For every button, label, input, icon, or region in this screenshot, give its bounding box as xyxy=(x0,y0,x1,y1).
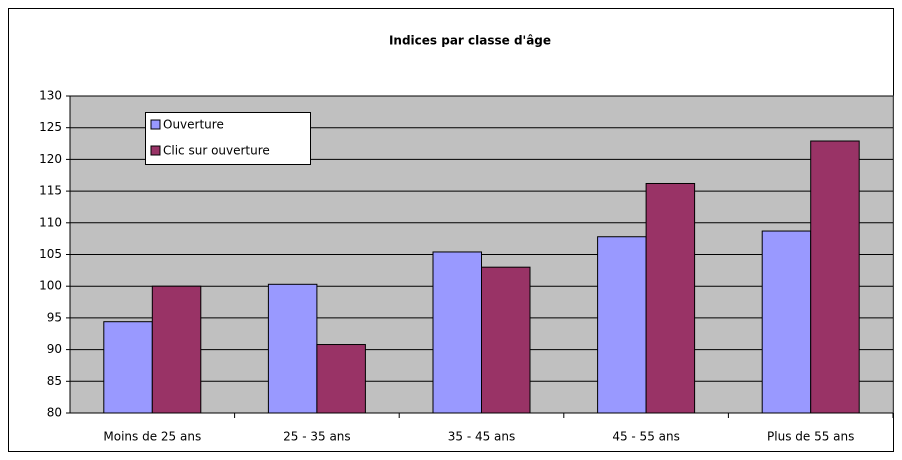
bar xyxy=(103,321,153,414)
bar xyxy=(432,251,482,414)
y-tick-label: 105 xyxy=(39,247,62,261)
bar xyxy=(810,140,860,414)
bar xyxy=(151,285,202,414)
bar xyxy=(316,344,366,414)
y-tick-label: 130 xyxy=(39,89,62,103)
bar xyxy=(645,182,696,414)
y-tick-label: 95 xyxy=(47,310,62,324)
bar xyxy=(597,236,647,414)
legend-label: Clic sur ouverture xyxy=(163,144,270,158)
legend-label: Ouverture xyxy=(163,118,224,132)
x-tick-label: Plus de 55 ans xyxy=(767,430,854,444)
legend-swatch xyxy=(150,119,161,130)
bar xyxy=(761,230,812,414)
y-tick-label: 100 xyxy=(39,279,62,293)
y-tick-label: 110 xyxy=(39,215,62,229)
y-tick-label: 80 xyxy=(47,406,62,420)
y-tick-label: 120 xyxy=(39,152,62,166)
legend-swatch xyxy=(150,145,161,156)
x-tick-label: 45 - 55 ans xyxy=(612,430,680,444)
legend-box xyxy=(145,112,311,165)
y-tick-label: 90 xyxy=(47,342,62,356)
x-tick-label: Moins de 25 ans xyxy=(103,430,201,444)
bar xyxy=(481,266,531,414)
x-tick-label: 35 - 45 ans xyxy=(448,430,516,444)
y-tick-label: 125 xyxy=(39,120,62,134)
y-tick-label: 115 xyxy=(39,184,62,198)
chart-title: Indices par classe d'âge xyxy=(389,34,551,48)
y-tick-label: 85 xyxy=(47,374,62,388)
bar xyxy=(267,283,318,414)
x-tick-label: 25 - 35 ans xyxy=(283,430,351,444)
